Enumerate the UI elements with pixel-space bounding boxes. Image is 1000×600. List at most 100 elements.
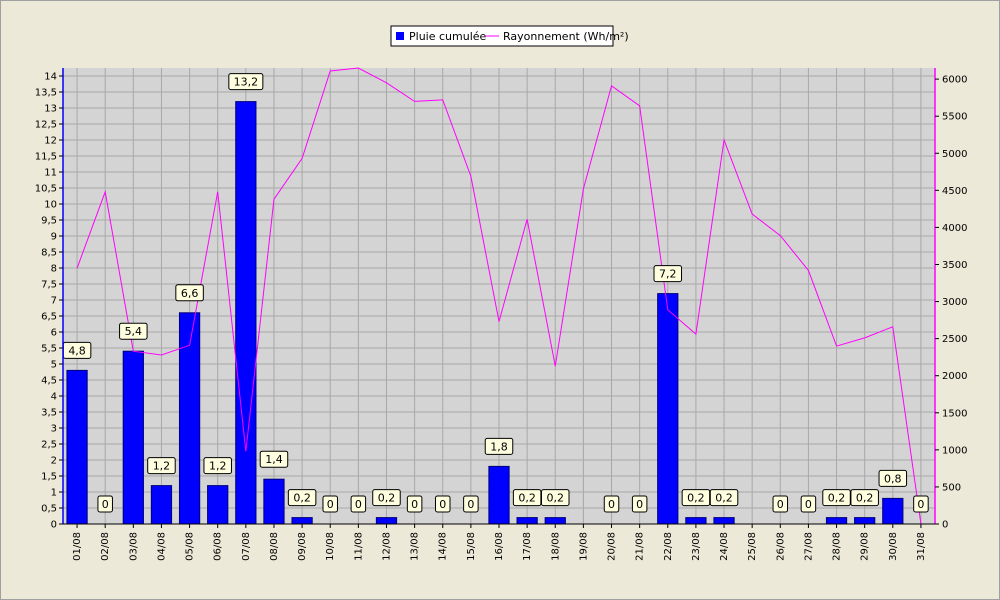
bar-data-label: 0	[913, 495, 929, 513]
bar-data-label-text: 0	[608, 498, 615, 511]
bar-data-label: 7,2	[653, 265, 683, 283]
bar-data-label-box	[512, 489, 542, 507]
y-right-tick-label: 5500	[942, 112, 967, 123]
x-tick-label: 18/08	[550, 532, 561, 561]
bar-pluie	[685, 517, 707, 525]
x-tick-label: 23/08	[691, 532, 702, 561]
bar-pluie	[516, 517, 538, 525]
x-tick-label: 02/08	[100, 532, 111, 561]
bar-data-label: 0	[97, 495, 113, 513]
x-tick-label: 03/08	[128, 532, 139, 561]
legend-label-rayonnement: Rayonnement (Wh/m²)	[503, 30, 629, 43]
bar-data-label-text: 1,8	[490, 440, 508, 453]
y-left-tick-label: 8,5	[41, 248, 57, 259]
bar-data-label: 0	[631, 495, 648, 513]
x-tick-label: 08/08	[269, 532, 280, 561]
bar-data-label-box	[878, 469, 908, 487]
bar-pluie	[854, 517, 876, 525]
y-left-tick-label: 6,5	[41, 312, 57, 323]
y-left-tick-label: 7	[51, 296, 57, 307]
bar-data-label-text: 0	[411, 498, 418, 511]
bar-pluie	[291, 517, 313, 525]
y-right-tick-label: 2500	[942, 334, 967, 345]
bar-data-label-text: 0,8	[884, 472, 902, 485]
bar-data-label-text: 0,2	[547, 492, 565, 505]
x-tick-label: 11/08	[353, 532, 364, 561]
bar-data-label: 0	[434, 495, 451, 513]
bar-pluie	[882, 497, 904, 525]
legend-box	[390, 25, 614, 47]
bar-data-label-text: 0	[467, 498, 474, 511]
bar-data-label-box	[228, 73, 264, 91]
bar-data-label-text: 0,2	[828, 492, 846, 505]
bar-data-label-box	[850, 489, 879, 507]
bar-pluie	[263, 478, 285, 525]
y-left-tick-label: 9,5	[41, 216, 57, 227]
bar-data-label-box	[603, 495, 620, 513]
y-right-tick-label: 3000	[942, 297, 967, 308]
bar-data-label-box	[709, 489, 739, 507]
x-ticks: 01/08 02/08 03/08 04/08 05/08 06/08 07/08 08/08…	[72, 524, 927, 561]
y-left-tick-label: 1	[51, 488, 57, 499]
bar-pluie	[66, 369, 88, 525]
bar-data-label-box	[681, 489, 711, 507]
bar-data-label-box	[800, 495, 817, 513]
bar-data-label-text: 1,2	[209, 460, 227, 473]
y-right-tick-label: 5000	[942, 149, 967, 160]
x-tick-label: 09/08	[297, 532, 308, 561]
y-left-ticks: 00,511,522,533,544,555,566,577,588,599,5…	[35, 72, 63, 531]
bar-data-label-box	[322, 495, 338, 513]
bar-data-label-text: 0,2	[518, 492, 536, 505]
bar-data-label-text: 0	[327, 498, 334, 511]
y-left-tick-label: 1,5	[41, 472, 57, 483]
x-tick-label: 21/08	[635, 532, 646, 561]
bars-pluie	[66, 101, 904, 525]
bar-data-label-box	[913, 495, 929, 513]
legend-label-pluie: Pluie cumulée	[409, 30, 487, 43]
bar-data-label: 4,8	[62, 341, 92, 359]
y-right-tick-label: 500	[942, 482, 961, 493]
x-tick-label: 24/08	[719, 532, 730, 561]
y-left-tick-label: 11	[44, 168, 57, 179]
y-left-tick-label: 3	[51, 424, 57, 435]
x-tick-label: 31/08	[916, 532, 927, 561]
bar-pluie	[207, 485, 229, 525]
y-right-tick-label: 6000	[942, 75, 967, 86]
x-tick-label: 14/08	[438, 532, 449, 561]
x-tick-label: 25/08	[747, 532, 758, 561]
bar-data-label-box	[772, 495, 789, 513]
bar-data-label: 0,2	[822, 489, 851, 507]
line-rayonnement	[76, 67, 922, 525]
y-left-tick-label: 4,5	[41, 376, 57, 387]
bar-data-label: 0,2	[709, 489, 739, 507]
bar-pluie	[657, 293, 679, 525]
bar-data-label-box	[653, 265, 683, 283]
bar-data-label-text: 6,6	[181, 287, 199, 300]
y-left-tick-label: 6	[51, 328, 57, 339]
bar-data-label-box	[259, 450, 289, 468]
bar-data-label-text: 0	[439, 498, 446, 511]
bar-data-label-box	[97, 495, 113, 513]
y-right-tick-label: 3500	[942, 260, 967, 271]
bar-data-label: 1,2	[147, 457, 176, 475]
bar-data-label: 0	[406, 495, 423, 513]
bar-data-label: 6,6	[175, 284, 204, 302]
bar-data-label-box	[372, 489, 401, 507]
bar-data-label: 0,2	[287, 489, 317, 507]
bar-data-label-text: 4,8	[68, 344, 86, 357]
y-left-tick-label: 7,5	[41, 280, 57, 291]
bar-data-label: 0,8	[878, 469, 908, 487]
y-right-tick-label: 1500	[942, 408, 967, 419]
y-right-tick-label: 2000	[942, 371, 967, 382]
bar-data-label-text: 0	[355, 498, 362, 511]
x-tick-label: 22/08	[663, 532, 674, 561]
legend: Pluie cumulée Rayonnement (Wh/m²)	[390, 25, 629, 47]
bar-data-label-text: 0,2	[856, 492, 874, 505]
bar-data-label-text: 1,4	[265, 453, 283, 466]
bar-data-label-text: 0	[917, 498, 924, 511]
bar-data-label-box	[434, 495, 451, 513]
bar-data-label-box	[203, 457, 232, 475]
y-left-tick-label: 8	[51, 264, 57, 275]
